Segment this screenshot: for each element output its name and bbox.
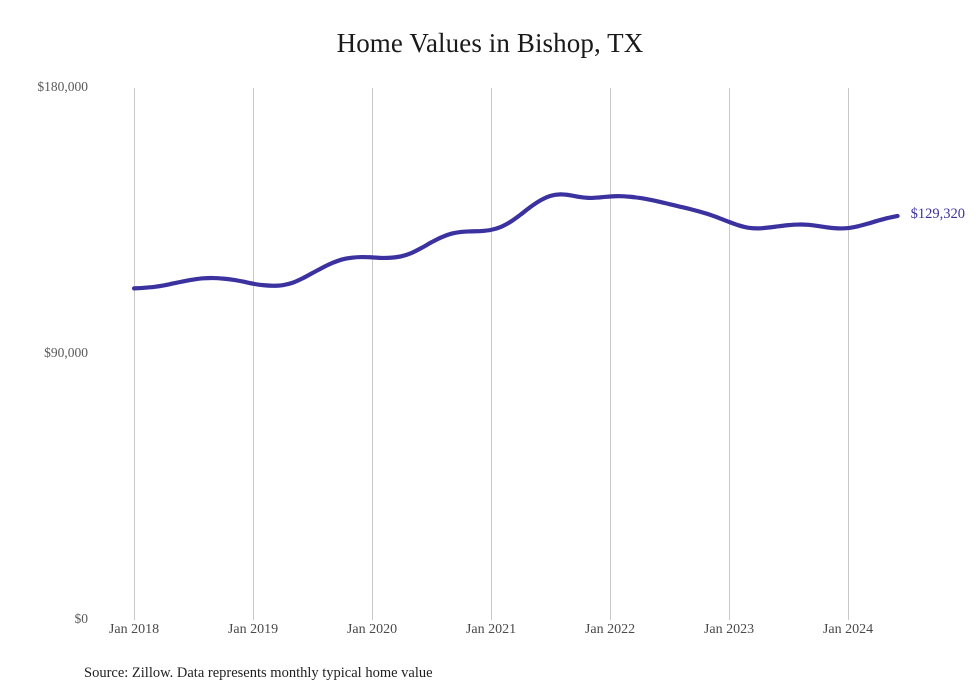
x-tick-label-2023: Jan 2023 [703, 622, 755, 637]
end-value-label: $129,320 [910, 205, 965, 222]
gridline-2018 [134, 88, 135, 620]
plot-area [98, 88, 960, 620]
gridline-2021 [491, 88, 492, 620]
gridline-2023 [729, 88, 730, 620]
source-note: Source: Zillow. Data represents monthly … [84, 665, 433, 681]
y-tick-label-0: $0 [74, 611, 89, 626]
gridline-2019 [253, 88, 254, 620]
series-path-typical-home-value [131, 192, 900, 291]
x-tick-label-2021: Jan 2021 [465, 622, 517, 637]
gridline-2024 [848, 88, 849, 620]
y-tick-label-90000: $90,000 [44, 345, 88, 360]
x-tick-label-2024: Jan 2024 [822, 622, 874, 637]
line-series [131, 192, 900, 291]
x-tick-label-2020: Jan 2020 [346, 622, 398, 637]
chart-title: Home Values in Bishop, TX [336, 28, 644, 58]
x-tick-label-2018: Jan 2018 [108, 622, 160, 637]
x-tick-label-2022: Jan 2022 [584, 622, 636, 637]
x-tick-label-2019: Jan 2019 [227, 622, 279, 637]
gridline-2020 [372, 88, 373, 620]
y-tick-label-180000: $180,000 [37, 79, 88, 94]
gridline-2022 [610, 88, 611, 620]
